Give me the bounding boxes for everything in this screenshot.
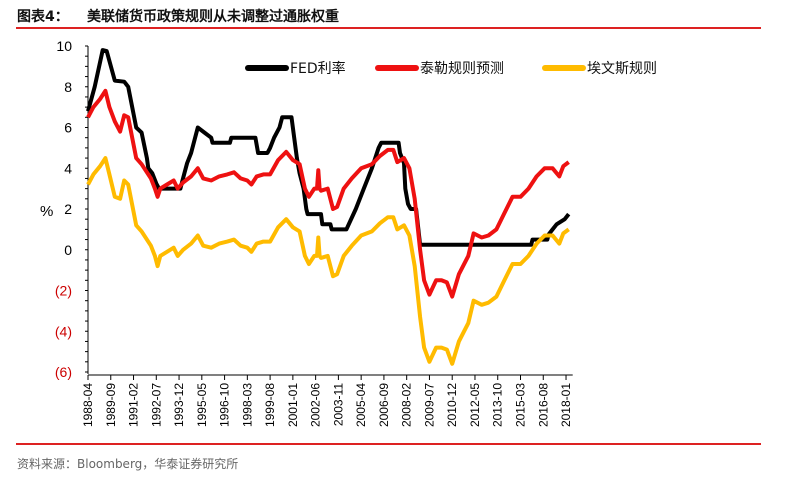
x-tick-label: 2002-06 — [309, 383, 323, 427]
source-note: 资料来源：Bloomberg，华泰证券研究所 — [17, 457, 239, 471]
y-tick-label: 4 — [64, 160, 72, 176]
x-tick-label: 2018-01 — [559, 383, 573, 427]
x-tick-label: 2009-07 — [422, 383, 436, 427]
series-line-2 — [86, 88, 570, 299]
x-tick-label: 2003-11 — [331, 383, 345, 426]
y-tick-label: (6) — [55, 364, 72, 380]
x-tick-label: 2006-09 — [377, 383, 391, 427]
legend-label: 泰勒规则预测 — [420, 61, 504, 77]
x-tick-label: 2016-08 — [536, 383, 550, 427]
x-tick-label: 1989-09 — [104, 383, 118, 427]
x-tick-label: 2005-04 — [354, 383, 368, 427]
y-tick-label: 10 — [56, 38, 72, 54]
legend-label: FED利率 — [290, 60, 346, 77]
y-tick-label: (4) — [55, 323, 72, 339]
x-tick-label: 2001-01 — [286, 383, 300, 427]
figure-title: 图表4： 美联储货币政策规则从未调整过通胀权重 — [17, 6, 339, 26]
x-tick-label: 2010-12 — [445, 383, 459, 427]
x-tick-label: 2008-02 — [400, 383, 414, 427]
y-axis-label: % — [40, 203, 53, 220]
x-tick-label: 2015-03 — [513, 383, 527, 427]
x-tick-label: 1995-05 — [195, 383, 209, 427]
series-line-3 — [86, 156, 570, 366]
x-tick-label: 2013-10 — [491, 383, 505, 427]
y-tick-label: 0 — [64, 242, 72, 258]
figure-label: 图表4： — [17, 9, 69, 25]
footer-divider — [16, 443, 761, 445]
x-tick-label: 2012-05 — [468, 383, 482, 427]
legend-label: 埃文斯规则 — [587, 61, 657, 77]
x-tick-label: 1998-03 — [240, 383, 254, 427]
y-tick-label: 2 — [64, 201, 72, 217]
x-tick-label: 1992-07 — [149, 383, 163, 427]
x-tick-label: 1988-04 — [81, 383, 95, 427]
x-tick-label: 1999-08 — [263, 383, 277, 427]
title-divider — [16, 27, 761, 29]
y-tick-label: 8 — [64, 79, 72, 95]
x-tick-label: 1993-12 — [172, 383, 186, 427]
y-tick-label: 6 — [64, 120, 72, 136]
y-tick-label: (2) — [55, 283, 72, 299]
title-text: 美联储货币政策规则从未调整过通胀权重 — [87, 9, 339, 25]
x-tick-label: 1991-02 — [127, 383, 141, 427]
x-tick-label: 1996-10 — [218, 383, 232, 427]
series-line-1 — [86, 48, 571, 247]
